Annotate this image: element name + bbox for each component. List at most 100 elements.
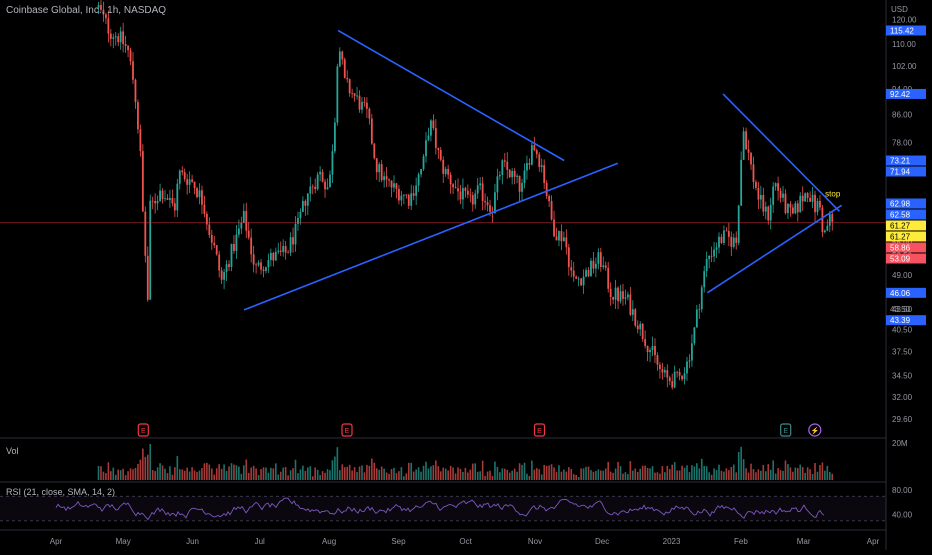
volume-bar-52 [225,470,228,480]
volume-bar-213 [622,473,624,480]
volume-bar-162 [496,466,499,480]
volume-bar-202 [595,470,597,480]
volume-bar-78 [289,470,292,480]
candle-body-154 [476,185,479,194]
volume-bar-63 [252,465,255,480]
candle-body-13 [129,50,132,62]
volume-bar-220 [639,468,642,480]
candle-body-12 [127,45,129,51]
volume-bar-171 [518,463,521,480]
candle-body-84 [304,200,307,206]
candle-body-120 [393,183,395,188]
candle-body-167 [508,169,511,178]
event-icon-glyph: E [537,428,542,435]
candle-body-275 [774,183,777,187]
volume-bar-271 [764,471,767,480]
volume-bar-206 [604,468,607,480]
price-tick-2: 102.00 [892,62,917,71]
candle-body-288 [806,193,809,198]
candle-body-208 [609,288,612,298]
volume-bar-72 [275,463,277,480]
candle-body-97 [336,66,339,123]
candle-body-155 [479,183,482,186]
volume-bar-87 [311,476,314,480]
candle-body-104 [353,93,356,96]
candle-body-140 [442,159,445,174]
volume-bar-152 [471,463,474,480]
volume-bar-38 [191,467,193,480]
candle-body-289 [809,197,812,202]
volume-bar-164 [501,468,504,480]
price-label-bg-12 [886,315,926,326]
volume-bar-263 [745,468,747,480]
volume-bar-91 [321,471,324,480]
candle-body-235 [676,371,679,373]
candle-body-247 [705,259,708,272]
volume-bar-232 [668,469,671,480]
candle-body-124 [402,194,405,196]
candle-body-20 [146,255,149,300]
candle-body-216 [629,294,632,315]
candle-body-57 [237,228,240,235]
volume-bar-204 [600,470,602,480]
candle-body-131 [420,169,422,175]
candle-body-66 [260,262,262,270]
volume-bar-277 [779,470,782,480]
candle-body-68 [265,267,267,272]
candle-body-49 [218,254,221,271]
candle-body-268 [757,187,760,200]
volume-bar-71 [272,468,275,480]
volume-bar-2 [102,471,105,480]
price-label-10: 46.06 [890,289,911,298]
volume-bar-259 [735,472,738,480]
candle-body-277 [779,190,782,198]
volume-bar-194 [575,475,577,480]
volume-bar-161 [494,461,496,480]
candle-body-11 [124,44,127,46]
volume-bar-67 [262,467,265,480]
candle-body-138 [437,147,440,150]
volume-bar-190 [565,471,568,480]
candle-body-70 [269,252,272,260]
volume-bar-150 [467,472,469,480]
volume-bar-65 [257,474,260,480]
volume-bar-262 [742,459,745,480]
volume-bar-141 [444,468,447,480]
volume-bar-34 [181,469,184,480]
volume-bar-248 [708,472,710,480]
price-label-0: 115.42 [890,26,914,35]
volume-bar-109 [366,464,368,480]
candle-body-16 [137,102,139,130]
volume-bar-122 [398,471,400,480]
candle-body-238 [683,373,686,380]
candle-body-166 [506,161,509,170]
volume-bar-29 [169,466,171,480]
volume-bar-280 [787,464,789,480]
candle-body-137 [434,128,437,148]
volume-bar-84 [304,470,307,480]
candle-body-89 [316,174,319,190]
volume-bar-81 [297,473,299,480]
volume-bar-80 [294,459,297,480]
candle-body-179 [538,154,541,168]
volume-bar-66 [260,469,262,480]
volume-bar-119 [390,469,393,480]
volume-bar-225 [651,466,654,480]
candle-body-34 [181,170,184,173]
candle-body-28 [166,198,169,200]
candle-body-239 [686,361,688,374]
volume-bar-19 [144,456,147,480]
candle-body-85 [306,193,309,206]
candle-body-60 [245,210,248,231]
candle-body-128 [412,193,415,196]
candle-body-21 [149,200,152,300]
volume-bar-143 [449,465,452,480]
volume-bar-208 [609,471,612,480]
candle-body-255 [725,230,728,232]
volume-bar-243 [696,463,698,480]
candle-body-189 [562,237,565,242]
candle-body-82 [299,211,302,218]
candle-body-198 [585,270,587,277]
